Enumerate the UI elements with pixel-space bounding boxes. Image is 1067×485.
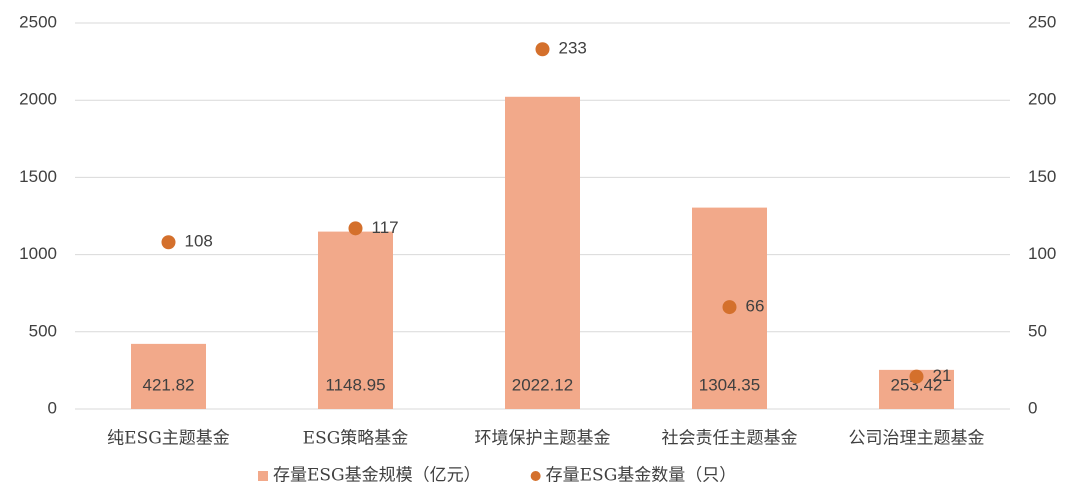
y-tick-label: 1500 [19, 167, 57, 186]
y-tick-label: 500 [29, 321, 57, 340]
point [535, 42, 550, 57]
bar [505, 96, 580, 410]
legend-label: 存量ESG基金数量（只） [546, 466, 737, 485]
point-value-label: 108 [185, 232, 213, 251]
y-tick-label: 0 [48, 398, 57, 417]
y2-tick-label: 50 [1028, 321, 1047, 340]
point-value-label: 233 [559, 39, 587, 58]
bar-value-label: 2022.12 [512, 375, 573, 394]
point [722, 300, 737, 315]
x-tick-label: 环境保护主题基金 [475, 429, 611, 449]
y2-tick-label: 250 [1028, 12, 1056, 31]
bar [318, 231, 393, 409]
legend-swatch [258, 471, 268, 481]
bar-value-label: 1304.35 [699, 375, 760, 394]
y-tick-label: 2500 [19, 12, 57, 31]
point [348, 221, 363, 236]
bar-value-label: 253.42 [891, 375, 943, 394]
x-tick-label: 社会责任主题基金 [662, 429, 798, 449]
point [909, 369, 924, 384]
point [161, 235, 176, 250]
legend-label: 存量ESG基金规模（亿元） [273, 466, 481, 485]
y2-tick-label: 100 [1028, 244, 1056, 263]
point-value-label: 21 [933, 366, 952, 385]
point-value-label: 117 [372, 218, 399, 237]
y2-tick-label: 0 [1028, 398, 1037, 417]
bar-value-label: 421.82 [143, 375, 195, 394]
y-tick-label: 1000 [19, 244, 57, 263]
bar [131, 343, 206, 409]
point-value-label: 66 [746, 297, 765, 316]
legend-swatch [530, 471, 541, 481]
y-tick-label: 2000 [19, 90, 57, 109]
x-tick-label: 纯ESG主题基金 [107, 429, 230, 449]
x-tick-label: 公司治理主题基金 [849, 429, 985, 449]
y2-tick-label: 150 [1028, 167, 1056, 186]
bar-value-label: 1148.95 [325, 375, 385, 394]
x-tick-label: ESG策略基金 [303, 429, 409, 449]
y2-tick-label: 200 [1028, 90, 1056, 109]
